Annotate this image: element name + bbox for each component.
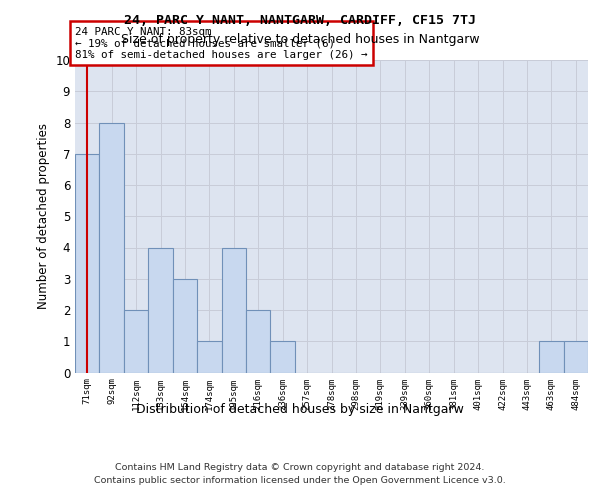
Bar xyxy=(173,279,197,372)
Bar xyxy=(124,310,148,372)
Text: 24 PARC Y NANT: 83sqm
← 19% of detached houses are smaller (6)
81% of semi-detac: 24 PARC Y NANT: 83sqm ← 19% of detached … xyxy=(75,27,367,60)
Text: Contains public sector information licensed under the Open Government Licence v3: Contains public sector information licen… xyxy=(94,476,506,485)
Bar xyxy=(148,248,173,372)
Bar xyxy=(100,122,124,372)
Text: Distribution of detached houses by size in Nantgarw: Distribution of detached houses by size … xyxy=(136,402,464,415)
Y-axis label: Number of detached properties: Number of detached properties xyxy=(37,123,50,309)
Bar xyxy=(539,341,563,372)
Bar xyxy=(563,341,588,372)
Text: Contains HM Land Registry data © Crown copyright and database right 2024.: Contains HM Land Registry data © Crown c… xyxy=(115,462,485,471)
Bar xyxy=(271,341,295,372)
Text: Size of property relative to detached houses in Nantgarw: Size of property relative to detached ho… xyxy=(121,32,479,46)
Bar xyxy=(197,341,221,372)
Bar xyxy=(221,248,246,372)
Text: 24, PARC Y NANT, NANTGARW, CARDIFF, CF15 7TJ: 24, PARC Y NANT, NANTGARW, CARDIFF, CF15… xyxy=(124,14,476,27)
Bar xyxy=(246,310,271,372)
Bar xyxy=(75,154,100,372)
